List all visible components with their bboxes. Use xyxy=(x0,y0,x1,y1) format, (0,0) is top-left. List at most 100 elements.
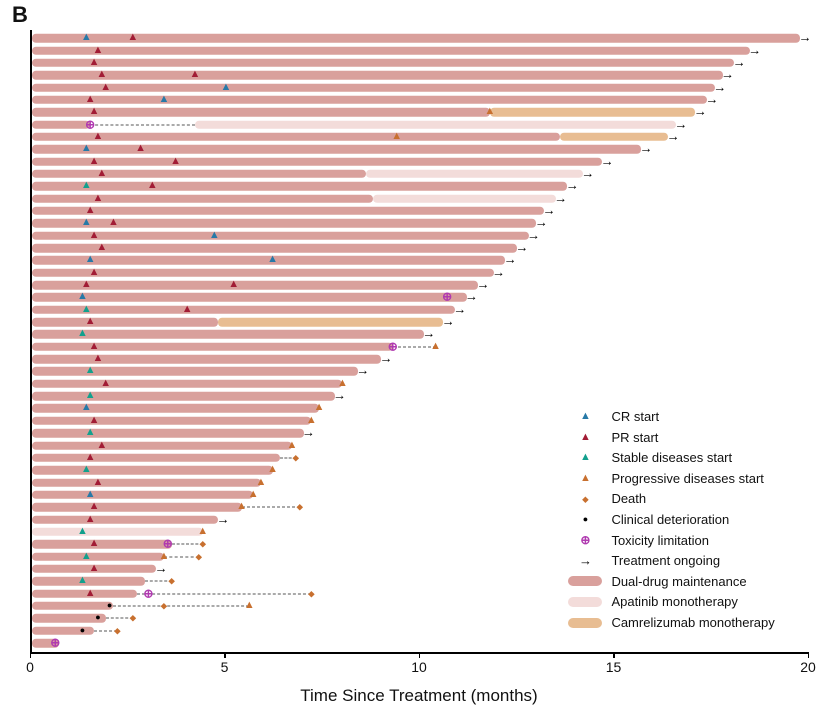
bar-segment-dual xyxy=(32,478,261,487)
treatment-ongoing-arrow-icon: → xyxy=(705,91,719,107)
treatment-ongoing-arrow-icon: → xyxy=(732,54,746,70)
sd-marker-icon: ▲ xyxy=(80,549,92,562)
toxicity-marker-icon: ⊕ xyxy=(162,536,173,551)
bar-segment-dual xyxy=(32,428,304,438)
bar-segment-dual xyxy=(32,268,494,277)
legend-marker-cell xyxy=(567,596,603,607)
bar-segment-apatinib xyxy=(194,120,677,129)
panel-label: B xyxy=(12,2,28,27)
pr-marker-icon: ▲ xyxy=(88,339,100,352)
bar-segment-dual xyxy=(32,95,708,105)
dual-bar-swatch xyxy=(568,576,603,587)
swimmer-lane: ▲ → xyxy=(32,204,808,217)
swimmer-lane: ▲ → xyxy=(32,315,808,328)
bar-segment-dual xyxy=(32,515,219,524)
legend-item: ▲ CR start xyxy=(567,406,774,427)
swimmer-lane: ▲ → xyxy=(32,264,808,280)
bar-segment-camrelizumab xyxy=(489,107,696,117)
legend-item: ◆ Death xyxy=(567,489,774,510)
bar-segment-dual xyxy=(32,256,506,265)
deterioration-icon: ● xyxy=(582,514,589,525)
deterioration-marker-icon: ● xyxy=(106,600,113,611)
x-axis: 0 5 10 15 20 xyxy=(26,652,816,678)
swimmer-lane: ⊕ xyxy=(32,637,808,649)
pr-marker-icon: ▲ xyxy=(181,302,193,315)
legend-label: CR start xyxy=(611,409,660,425)
bar-segment-dual xyxy=(32,638,60,648)
pd-marker-icon: ▲ xyxy=(247,487,259,500)
pr-marker-icon: ▲ xyxy=(100,80,112,93)
cr-marker-icon: ▲ xyxy=(76,290,88,303)
x-tick-mark xyxy=(807,652,809,658)
pd-marker-icon: ▲ xyxy=(255,475,267,488)
treatment-ongoing-arrow-icon: → xyxy=(565,178,579,194)
bar-segment-apatinib xyxy=(373,194,556,203)
death-marker-icon: ◆ xyxy=(114,625,121,636)
bar-segment-dual xyxy=(32,379,343,389)
swimmer-lane: ▲ ▲ → xyxy=(32,130,808,143)
pr-marker-icon: ▲ xyxy=(84,586,96,599)
legend-marker-cell: ● xyxy=(567,515,603,524)
pr-marker-icon: ▲ xyxy=(228,278,240,291)
x-tick-label: 10 xyxy=(411,659,427,675)
pd-marker-icon: ▲ xyxy=(430,339,441,352)
bar-segment-dual xyxy=(32,231,529,240)
pr-marker-icon: ▲ xyxy=(96,438,108,451)
followup-dash-line xyxy=(136,593,312,595)
swimmer-lane: ▲ ▲ ◆ xyxy=(32,501,808,513)
swimmer-lane: ▲ ▲ → xyxy=(32,142,808,155)
swimmer-lanes: ▲ ▲ → ▲ → ▲ → ▲ ▲ → ▲ ▲ → ▲ ▲ → ▲ ▲ → ⊕ → ▲ ▲ → ▲ ▲ → ▲ ▲ → ▲ → ▲ ▲ → ▲ → ▲ → ▲… xyxy=(32,30,812,652)
cr-marker-icon: ▲ xyxy=(208,228,220,241)
bar-segment-dual xyxy=(32,305,455,314)
x-tick-label: 0 xyxy=(26,659,34,675)
bar-segment-dual xyxy=(32,354,382,364)
pr-marker-icon: ▲ xyxy=(88,265,100,278)
bar-segment-dual xyxy=(32,564,157,574)
bar-segment-dual xyxy=(32,33,801,43)
treatment-ongoing-arrow-icon: → xyxy=(492,264,506,280)
pr-marker-icon: ▲ xyxy=(127,31,139,44)
cr-marker-icon: ▲ xyxy=(84,253,96,266)
legend-item: Apatinib monotherapy xyxy=(567,592,774,613)
pr-marker-icon: ▲ xyxy=(84,512,96,525)
bar-segment-dual xyxy=(32,58,735,68)
x-tick-mark xyxy=(224,652,226,658)
treatment-ongoing-arrow-icon: → xyxy=(154,560,168,576)
treatment-ongoing-arrow-icon: → xyxy=(748,42,762,58)
treatment-ongoing-arrow-icon: → xyxy=(581,165,595,181)
pr-marker-icon: ▲ xyxy=(100,376,112,389)
treatment-ongoing-arrow-icon: → xyxy=(453,301,467,317)
swimmer-lane: ▲ ▲ xyxy=(32,376,808,390)
pr-marker-icon: ▲ xyxy=(108,216,119,229)
treatment-ongoing-arrow-icon: → xyxy=(503,252,517,268)
swimmer-lane: ▲ ⊕ ◆ xyxy=(32,587,808,599)
swimmer-lane: ▲ → xyxy=(32,511,808,527)
pr-marker-icon: ▲ xyxy=(96,241,108,254)
death-marker-icon: ◆ xyxy=(308,588,315,599)
bar-segment-dual xyxy=(32,145,642,154)
pr-marker-icon: ▲ xyxy=(84,450,96,463)
followup-dash-line xyxy=(144,580,172,582)
bar-segment-dual xyxy=(32,219,537,228)
bar-segment-dual xyxy=(32,453,281,463)
death-icon: ◆ xyxy=(582,493,589,504)
pr-marker-icon: ▲ xyxy=(170,154,181,167)
bar-segment-dual xyxy=(32,367,358,376)
cr-marker-icon: ▲ xyxy=(80,31,92,44)
treatment-ongoing-arrow-icon: → xyxy=(422,326,436,342)
treatment-ongoing-arrow-icon: → xyxy=(216,511,230,527)
x-tick-label: 15 xyxy=(605,659,622,675)
swimmer-lane: ⊕ → xyxy=(32,117,808,130)
pr-marker-icon: ▲ xyxy=(84,204,96,217)
legend-item: ▲ PR start xyxy=(567,427,774,448)
bar-segment-dual xyxy=(32,416,312,426)
bar-segment-dual xyxy=(32,540,172,549)
swimmer-lane: ▲ → xyxy=(32,191,808,204)
pd-marker-icon: ▲ xyxy=(197,524,209,537)
bar-segment-dual xyxy=(32,157,603,166)
swimmer-lane: ▲ ▲ xyxy=(32,524,808,538)
bar-segment-apatinib xyxy=(32,527,203,537)
bar-segment-dual xyxy=(32,441,292,450)
legend-label: Stable diseases start xyxy=(611,450,733,466)
death-marker-icon: ◆ xyxy=(160,600,168,611)
